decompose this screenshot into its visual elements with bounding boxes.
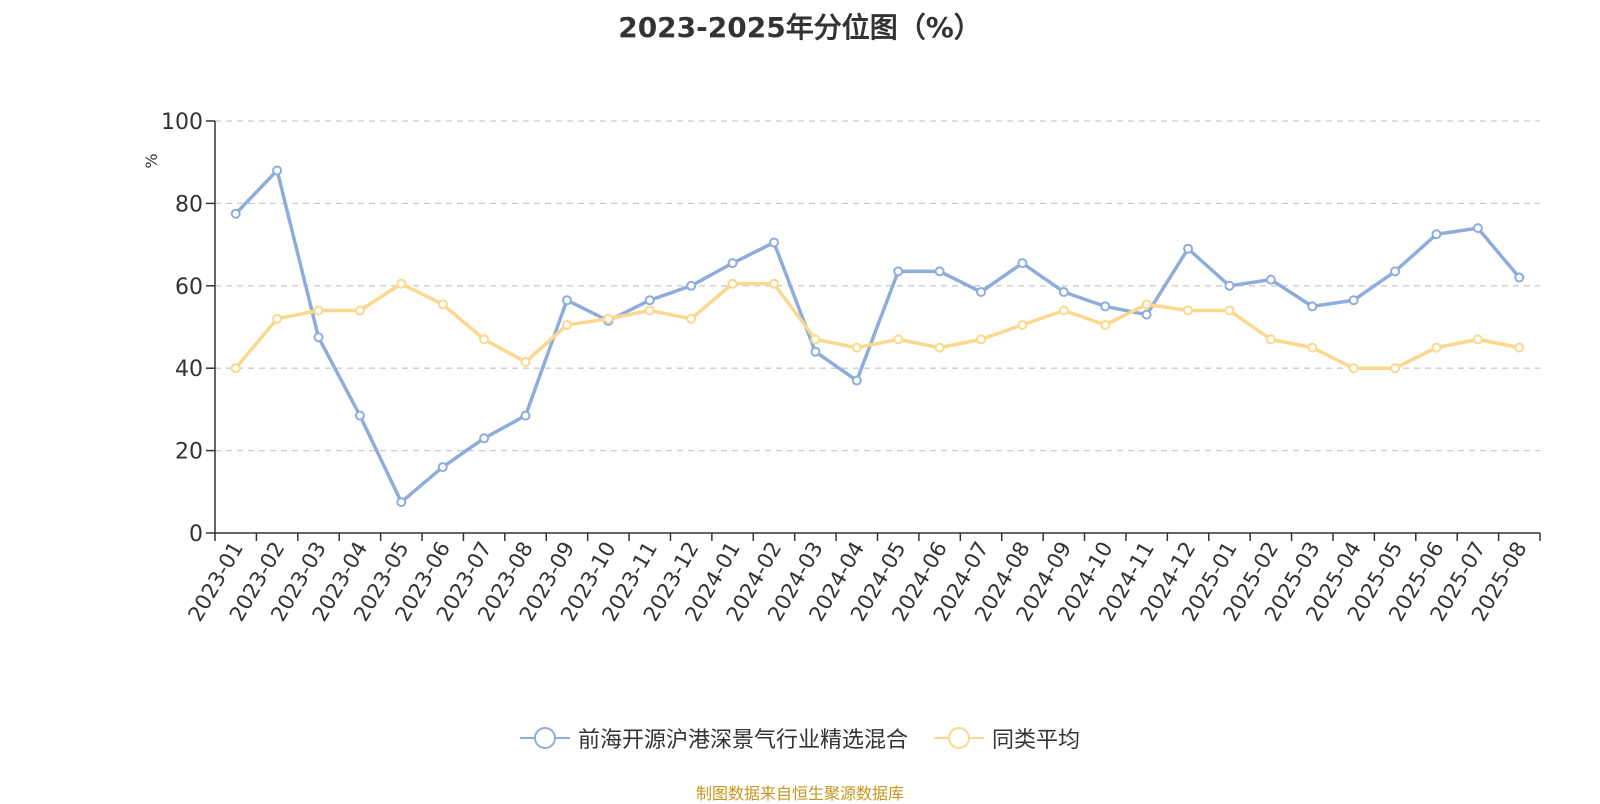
series-1-point bbox=[893, 334, 904, 345]
series-1-point bbox=[1472, 334, 1483, 345]
series-0-point bbox=[272, 165, 283, 176]
legend-average-swatch bbox=[934, 726, 984, 750]
series-1-point bbox=[230, 363, 241, 374]
series-1-point bbox=[603, 313, 614, 324]
series-1-point bbox=[727, 278, 738, 289]
legend-item-average[interactable]: 同类平均 bbox=[934, 722, 1080, 754]
series-1-point bbox=[1141, 299, 1152, 310]
series-0-point bbox=[437, 462, 448, 473]
series-1-point bbox=[976, 334, 987, 345]
series-1-point bbox=[810, 334, 821, 345]
series-1-point bbox=[1348, 363, 1359, 374]
series-0-point bbox=[1141, 309, 1152, 320]
series-0-point bbox=[1183, 243, 1194, 254]
series-1-point bbox=[1431, 342, 1442, 353]
series-1-point bbox=[644, 305, 655, 316]
chart-title: 2023-2025年分位图（%） bbox=[618, 11, 982, 44]
series-lines bbox=[230, 165, 1525, 508]
y-tick-label-20: 20 bbox=[175, 440, 203, 465]
series-0-point bbox=[727, 258, 738, 269]
series-0-point bbox=[561, 295, 572, 306]
series-line-0 bbox=[233, 168, 1522, 504]
legend: 前海开源沪港深景气行业精选混合 同类平均 bbox=[0, 722, 1600, 754]
series-0-point bbox=[1058, 286, 1069, 297]
series-0-point bbox=[686, 280, 697, 291]
y-tick-label-0: 0 bbox=[189, 522, 203, 547]
series-0-point bbox=[768, 237, 779, 248]
series-1-point bbox=[1514, 342, 1525, 353]
series-1-point bbox=[1265, 334, 1276, 345]
series-0-point bbox=[520, 410, 531, 421]
series-1-point bbox=[396, 278, 407, 289]
series-1-point bbox=[1307, 342, 1318, 353]
series-0-point bbox=[851, 375, 862, 386]
series-1-point bbox=[520, 357, 531, 368]
series-line-1 bbox=[233, 281, 1522, 370]
legend-fund-label: 前海开源沪港深景气行业精选混合 bbox=[577, 728, 908, 753]
y-tick-label-60: 60 bbox=[175, 275, 203, 300]
axes bbox=[206, 120, 1541, 541]
series-1-point bbox=[313, 305, 324, 316]
series-0-point bbox=[396, 497, 407, 508]
series-1-point bbox=[272, 313, 283, 324]
series-0-point bbox=[1431, 229, 1442, 240]
series-0-point bbox=[1472, 223, 1483, 234]
x-tick-labels: 2023-012023-022023-032023-042023-052023-… bbox=[183, 538, 1531, 626]
series-1-point bbox=[1017, 319, 1028, 330]
y-tick-labels: 0 20 40 60 80 100 bbox=[161, 110, 203, 547]
series-1-point bbox=[1100, 319, 1111, 330]
series-0-point bbox=[354, 410, 365, 421]
series-1-point bbox=[851, 342, 862, 353]
series-1-point bbox=[1390, 363, 1401, 374]
series-1-point bbox=[934, 342, 945, 353]
series-1-point bbox=[561, 319, 572, 330]
y-axis-label: % bbox=[142, 153, 161, 168]
series-0-point bbox=[1100, 301, 1111, 312]
series-0-point bbox=[644, 295, 655, 306]
source-note: 制图数据来自恒生聚源数据库 bbox=[695, 784, 904, 803]
series-0-point bbox=[1017, 258, 1028, 269]
series-0-point bbox=[1307, 301, 1318, 312]
series-0-point bbox=[976, 286, 987, 297]
legend-item-fund[interactable]: 前海开源沪港深景气行业精选混合 bbox=[519, 722, 908, 754]
series-1-point bbox=[437, 299, 448, 310]
series-0-point bbox=[893, 266, 904, 277]
series-1-point bbox=[686, 313, 697, 324]
series-0-point bbox=[1390, 266, 1401, 277]
grid-lines bbox=[215, 120, 1540, 452]
series-0-point bbox=[1265, 274, 1276, 285]
series-0-point bbox=[313, 332, 324, 343]
series-0-point bbox=[230, 208, 241, 219]
series-1-point bbox=[1224, 305, 1235, 316]
series-1-point bbox=[768, 278, 779, 289]
series-0-point bbox=[810, 346, 821, 357]
legend-fund-swatch bbox=[519, 726, 570, 750]
legend-average-label: 同类平均 bbox=[992, 728, 1081, 753]
series-1-point bbox=[354, 305, 365, 316]
series-0-point bbox=[1514, 272, 1525, 283]
series-0-point bbox=[1224, 280, 1235, 291]
series-0-point bbox=[934, 266, 945, 277]
series-0-point bbox=[1348, 295, 1359, 306]
y-tick-label-80: 80 bbox=[175, 192, 203, 217]
series-1-point bbox=[1058, 305, 1069, 316]
y-tick-label-100: 100 bbox=[161, 110, 203, 135]
series-1-point bbox=[1183, 305, 1194, 316]
series-0-point bbox=[479, 433, 490, 444]
series-1-point bbox=[479, 334, 490, 345]
y-tick-label-40: 40 bbox=[175, 357, 203, 382]
